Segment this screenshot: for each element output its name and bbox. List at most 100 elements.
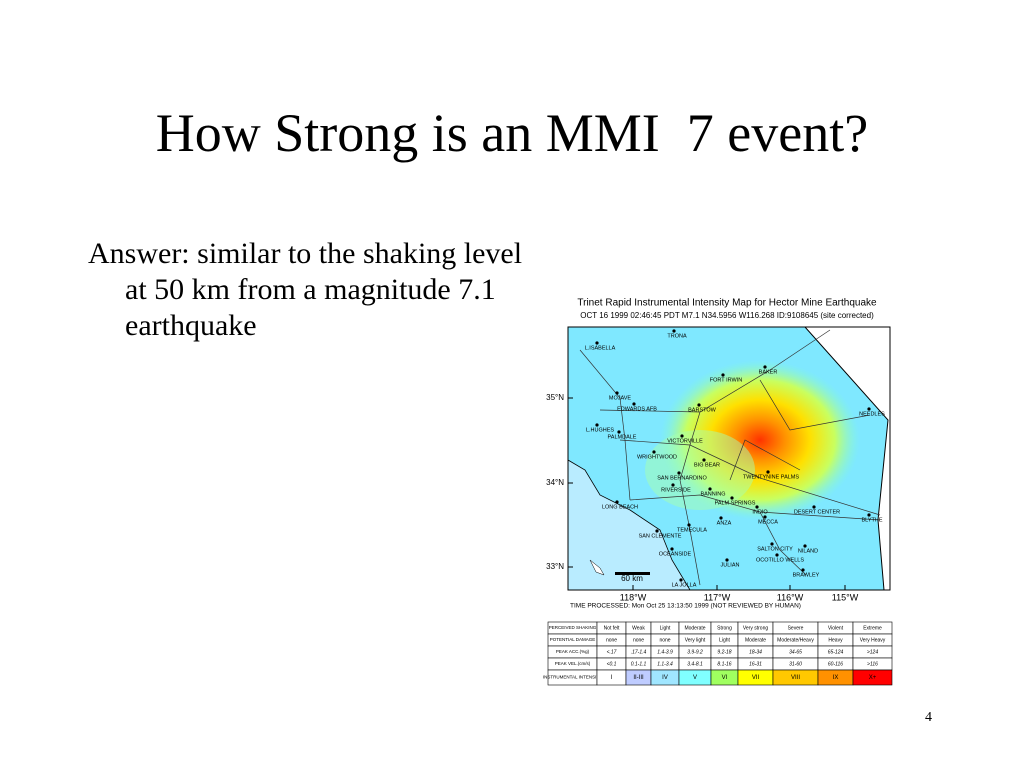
legend-cell-text: Severe [788,625,804,631]
city-marker [670,547,674,551]
map-title: Trinet Rapid Instrumental Intensity Map … [577,298,877,309]
scale-label: 60 km [621,574,643,583]
legend-cell-text: X+ [869,675,877,681]
map-subtitle: OCT 16 1999 02:46:45 PDT M7.1 N34.5956 W… [580,311,874,320]
city-label: BARSTOW [688,407,717,413]
city-label: SAN BERNARDINO [657,475,707,481]
city-marker [687,523,691,527]
city-label: VICTORVILLE [667,438,703,444]
legend-cell-text: 8.1-16 [717,661,731,667]
city-label: RIVERSIDE [661,487,691,493]
city-label: SAN CLEMENTE [639,533,682,539]
legend-row-label: POTENTIAL DAMAGE [550,637,596,642]
city-label: TEMECULA [677,527,707,533]
legend-cell-text: 18-34 [749,649,762,655]
legend-row-label: INSTRUMENTAL INTENSITY [543,675,602,680]
city-marker [671,483,675,487]
legend-row-label: PEAK VEL.(cm/s) [555,661,591,666]
city-marker [697,403,701,407]
legend-cell-text: VIII [791,675,800,681]
city-marker [801,568,805,572]
legend-cell [852,669,893,686]
legend-cell-text: <.17 [607,649,617,655]
city-label: L.HUGHES [586,427,614,433]
legend-cell-text: Light [719,637,730,643]
city-label: NILAND [798,548,818,554]
city-label: DESERT CENTER [794,509,840,515]
city-marker [655,529,659,533]
legend-cell-text: 3.4-8.1 [687,661,703,667]
city-label: BRAWLEY [793,572,820,578]
legend-cell-text: IV [662,675,668,681]
legend-cell-text: 1.4-3.9 [657,649,673,655]
legend-row-label: PEAK ACC.(%g) [556,649,590,654]
legend-cell-text: 0.1-1.1 [631,661,647,667]
legend-cell-text: 60-116 [828,661,843,667]
legend-cell-text: Very strong [743,625,769,631]
legend-cell-text: >116 [867,661,878,667]
legend-row-label: PERCEIVED SHAKING [549,625,597,630]
legend-cell-text: >124 [867,649,878,655]
longitude-label: 115°W [832,592,859,602]
city-marker [677,471,681,475]
city-marker [615,391,619,395]
city-marker [763,365,767,369]
city-marker [719,516,723,520]
legend-cell-text: Not felt [604,625,620,631]
city-marker [763,515,767,519]
city-marker [730,496,734,500]
city-marker [632,402,636,406]
legend-cell-text: none [659,637,670,643]
city-label: EDWARDS AFB [617,406,657,412]
city-marker [615,500,619,504]
city-label: BAKER [759,369,778,375]
time-processed: TIME PROCESSED: Mon Oct 25 13:13:50 1999… [570,603,801,610]
city-marker [672,329,676,333]
city-label: WRIGHTWOOD [637,454,677,460]
legend-cell-text: VII [752,675,760,681]
city-marker [595,341,599,345]
city-marker [725,558,729,562]
legend-cell-text: Very light [685,637,706,643]
city-label: TRONA [667,333,687,339]
latitude-label: 35°N [546,393,564,402]
city-marker [803,544,807,548]
city-label: L.ISABELLA [585,345,616,351]
legend-cell-text: 1.1-3.4 [657,661,673,667]
city-marker [766,470,770,474]
longitude-label: 117°W [704,592,731,602]
body-text: Answer: similar to the shaking level at … [88,237,523,342]
city-label: INDIO [752,509,768,515]
legend-cell-text: Light [660,625,671,631]
city-marker [617,430,621,434]
city-label: NEEDLES [859,411,885,417]
city-marker [595,423,599,427]
city-label: MOJAVE [609,395,632,401]
city-label: LONG BEACH [602,504,638,510]
legend-cell-text: none [606,637,617,643]
legend-cell-text: Moderate [684,625,705,631]
city-marker [652,450,656,454]
legend-cell-text: V [693,675,697,681]
city-label: BANNING [700,491,725,497]
city-marker [679,578,683,582]
legend-cell-text: Strong [717,625,732,631]
city-label: JULIAN [721,562,740,568]
city-label: PALMDALE [608,434,637,440]
city-marker [721,373,725,377]
legend-cell-text: Moderate [745,637,766,643]
legend-cell-text: Heavy [828,637,843,643]
legend-cell-text: I [611,675,613,681]
legend-cell-text: none [633,637,644,643]
city-marker [702,458,706,462]
legend-cell-text: Extreme [863,625,882,631]
city-marker [812,505,816,509]
city-label: PALM SPRINGS [715,500,756,506]
city-marker [680,434,684,438]
legend-cell-text: 16-31 [749,661,762,667]
legend-cell-text: IX [833,675,839,681]
longitude-label: 118°W [620,592,647,602]
legend-cell-text: 34-65 [789,649,802,655]
